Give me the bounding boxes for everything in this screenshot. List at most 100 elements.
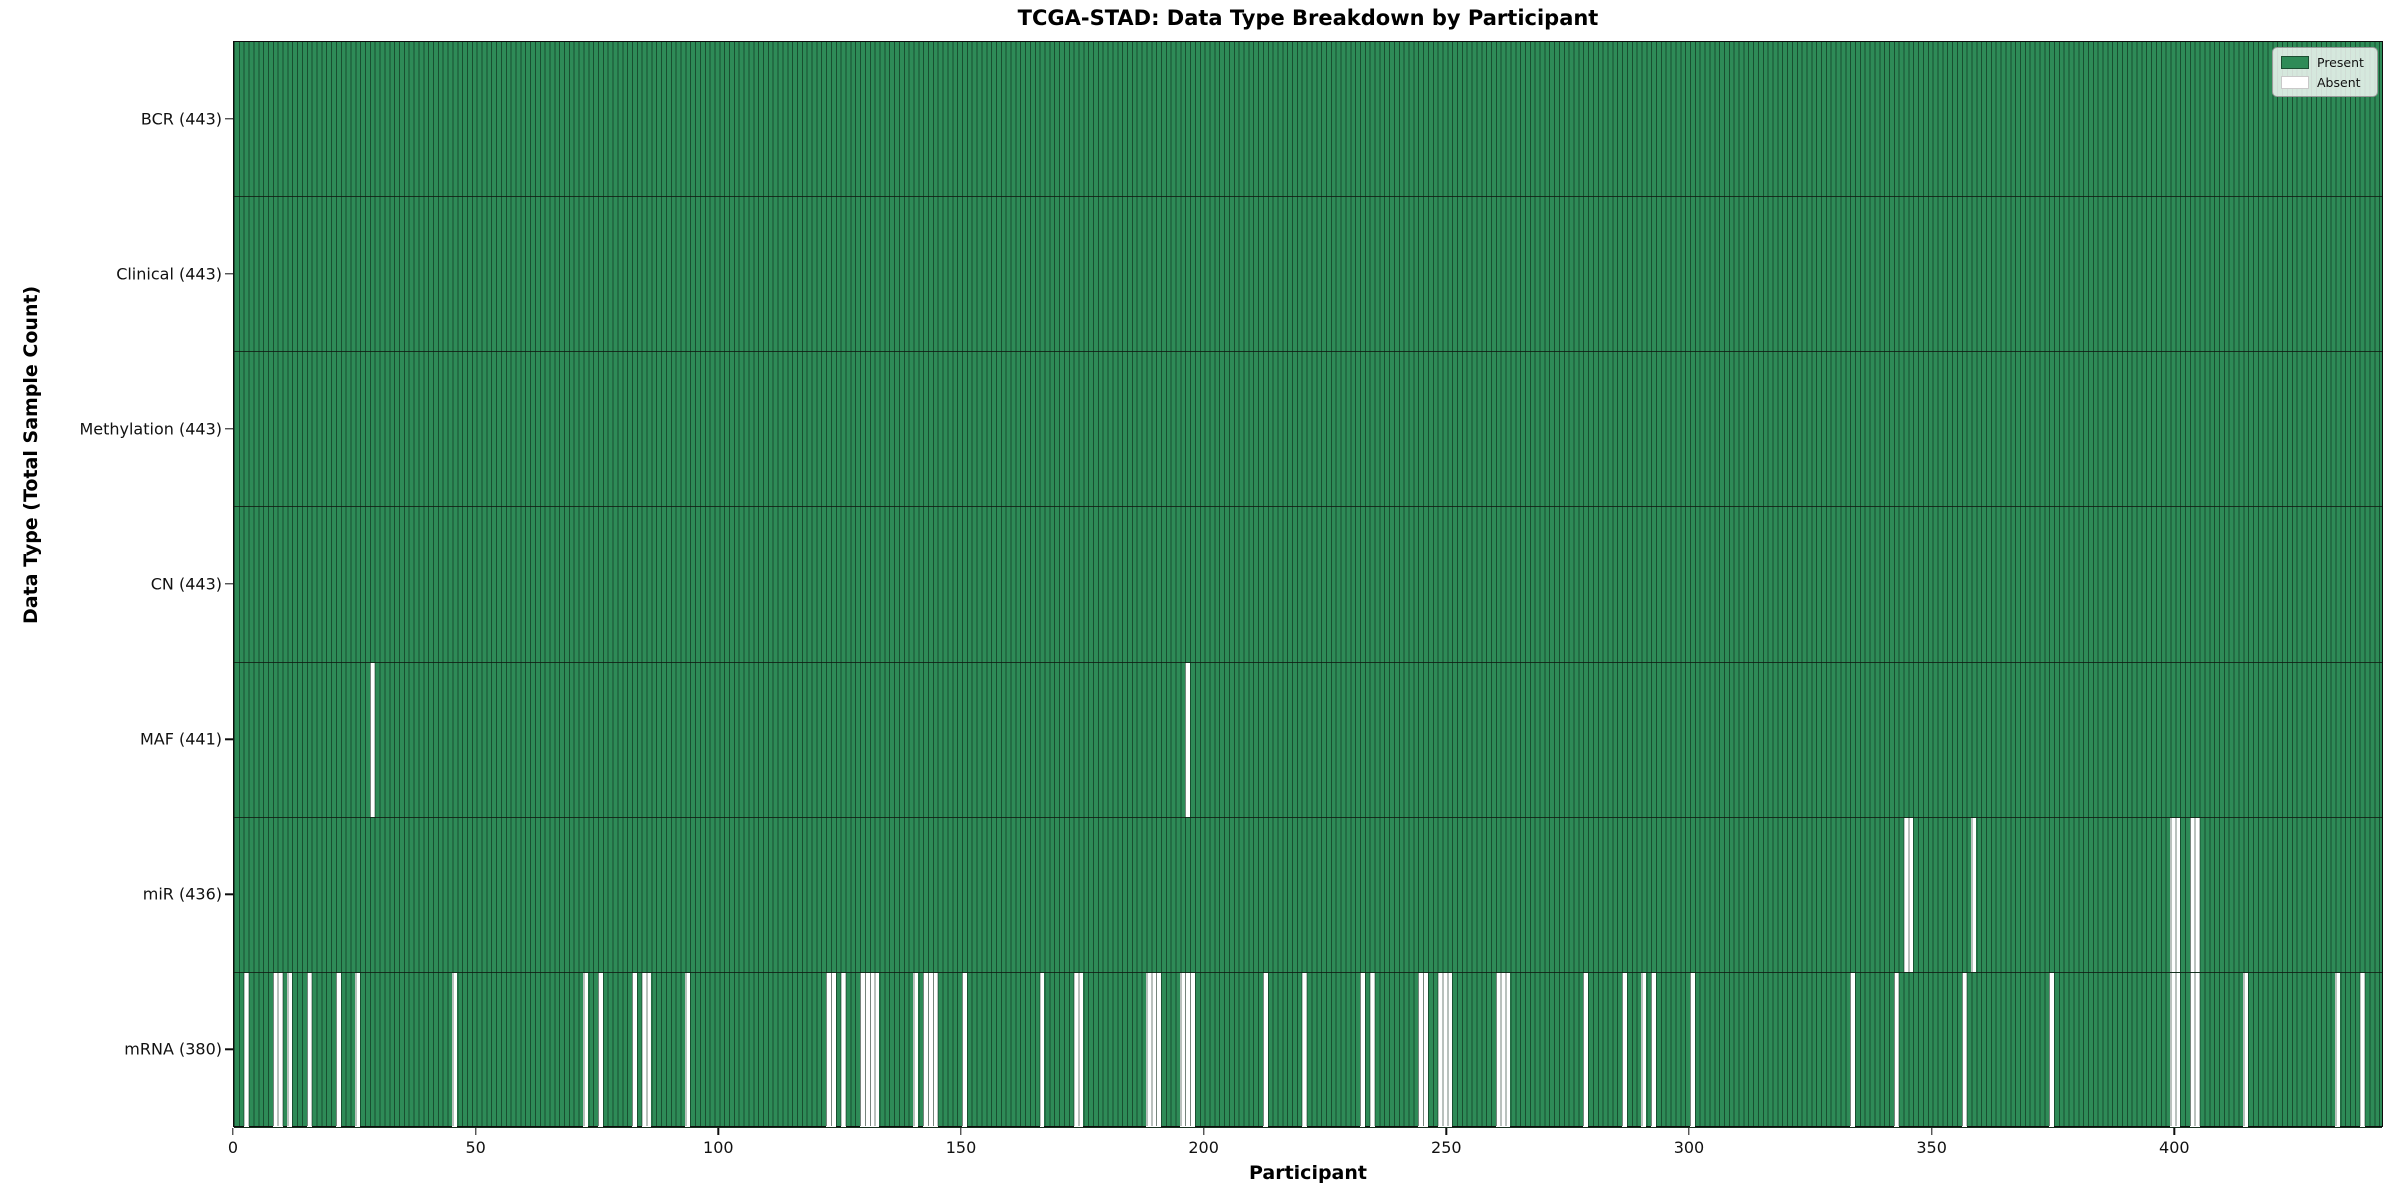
x-tick-mark xyxy=(717,1128,720,1135)
absent-swatch-icon xyxy=(2281,75,2309,89)
absent-cell xyxy=(1908,817,1914,972)
absent-cell xyxy=(583,972,589,1127)
x-tick-label-100: 100 xyxy=(703,1138,734,1157)
absent-cell xyxy=(1850,972,1855,1127)
x-tick-label-150: 150 xyxy=(945,1138,977,1157)
legend-label-absent: Absent xyxy=(2317,74,2361,90)
absent-cell xyxy=(277,972,283,1127)
absent-cell xyxy=(1583,972,1589,1127)
absent-cell xyxy=(1156,972,1161,1127)
absent-cell xyxy=(2194,972,2200,1127)
legend: Present Absent xyxy=(2272,47,2378,97)
absent-cell xyxy=(1893,972,1899,1127)
y-tick-mark xyxy=(225,738,233,740)
row-Clinical xyxy=(234,197,2382,353)
absent-cell xyxy=(830,972,836,1127)
x-tick-mark xyxy=(232,1128,234,1135)
absent-cell xyxy=(874,972,880,1127)
x-tick-mark xyxy=(1202,1128,1205,1135)
x-tick-mark xyxy=(1445,1128,1448,1135)
absent-cell xyxy=(1971,817,1977,972)
absent-cell xyxy=(913,972,919,1127)
x-tick-mark xyxy=(960,1128,962,1135)
absent-cell xyxy=(1039,972,1045,1127)
absent-cell xyxy=(306,972,312,1127)
absent-cell xyxy=(1505,972,1511,1127)
absent-cell xyxy=(335,972,341,1127)
absent-cell xyxy=(369,662,375,817)
x-tick-label-0: 0 xyxy=(227,1138,239,1157)
absent-cell xyxy=(1369,972,1375,1127)
x-tick-mark xyxy=(474,1128,477,1135)
present-swatch-icon xyxy=(2281,55,2309,69)
absent-cell xyxy=(2175,817,2181,972)
absent-cell xyxy=(2194,817,2200,972)
y-tick-label-MAF: MAF (441) xyxy=(139,729,222,749)
absent-cell xyxy=(1190,972,1195,1127)
absent-cell xyxy=(840,972,846,1127)
x-tick-label-200: 200 xyxy=(1188,1138,1219,1157)
row-mRNA xyxy=(234,972,2382,1128)
absent-cell xyxy=(1961,972,1967,1127)
absent-cell xyxy=(1301,972,1307,1127)
absent-cell xyxy=(1185,662,1191,817)
x-axis-title: Participant xyxy=(1248,1162,1367,1184)
absent-cell xyxy=(452,972,458,1127)
chart-title: TCGA-STAD: Data Type Breakdown by Partic… xyxy=(1017,6,1599,30)
absent-cell xyxy=(646,972,652,1127)
y-tick-mark xyxy=(225,583,233,585)
absent-cell xyxy=(2335,972,2341,1127)
absent-cell xyxy=(631,972,637,1127)
absent-cell xyxy=(2049,972,2054,1127)
x-tick-label-250: 250 xyxy=(1431,1138,1462,1157)
absent-cell xyxy=(1262,972,1268,1127)
y-tick-mark xyxy=(225,273,233,275)
x-tick-mark xyxy=(1688,1128,1690,1135)
x-tick-label-300: 300 xyxy=(1673,1138,1705,1157)
absent-cell xyxy=(1651,972,1656,1127)
row-BCR xyxy=(234,42,2382,198)
y-tick-mark xyxy=(225,428,233,430)
absent-cell xyxy=(1078,972,1084,1127)
absent-cell xyxy=(597,972,603,1127)
absent-cell xyxy=(1622,972,1627,1127)
y-tick-mark xyxy=(225,117,233,120)
absent-cell xyxy=(2243,972,2249,1127)
y-tick-mark xyxy=(225,1048,233,1051)
x-tick-mark xyxy=(1930,1128,1933,1135)
absent-cell xyxy=(1447,972,1453,1127)
legend-entry-present: Present xyxy=(2281,55,2369,70)
absent-cell xyxy=(685,972,691,1127)
y-tick-label-miR: miR (436) xyxy=(142,884,222,904)
absent-cell xyxy=(1641,972,1647,1127)
y-tick-label-mRNA: mRNA (380) xyxy=(124,1039,222,1059)
x-tick-label-50: 50 xyxy=(465,1138,486,1157)
y-tick-label-Clinical: Clinical (443) xyxy=(116,264,222,284)
absent-cell xyxy=(355,972,361,1127)
absent-cell xyxy=(932,972,938,1127)
y-tick-mark xyxy=(225,893,233,895)
row-MAF xyxy=(234,662,2382,818)
absent-cell xyxy=(2175,972,2181,1127)
absent-cell xyxy=(1423,972,1428,1127)
x-tick-mark xyxy=(2173,1128,2175,1135)
y-tick-label-CN: CN (443) xyxy=(150,574,222,594)
x-tick-label-350: 350 xyxy=(1916,1138,1947,1157)
plot-area xyxy=(233,41,2383,1128)
absent-cell xyxy=(1359,972,1365,1127)
row-miR xyxy=(234,817,2382,973)
row-Methylation xyxy=(234,352,2382,508)
absent-cell xyxy=(961,972,967,1127)
absent-cell xyxy=(2359,972,2365,1127)
absent-cell xyxy=(1689,972,1695,1127)
absent-cell xyxy=(287,972,293,1127)
x-tick-label-400: 400 xyxy=(2159,1138,2190,1157)
legend-entry-absent: Absent xyxy=(2281,75,2369,90)
absent-cell xyxy=(243,972,249,1127)
y-tick-label-Methylation: Methylation (443) xyxy=(79,419,222,439)
y-axis-title: Data Type (Total Sample Count) xyxy=(20,285,42,624)
y-tick-label-BCR: BCR (443) xyxy=(140,109,222,129)
row-CN xyxy=(234,507,2382,663)
legend-label-present: Present xyxy=(2317,54,2364,70)
